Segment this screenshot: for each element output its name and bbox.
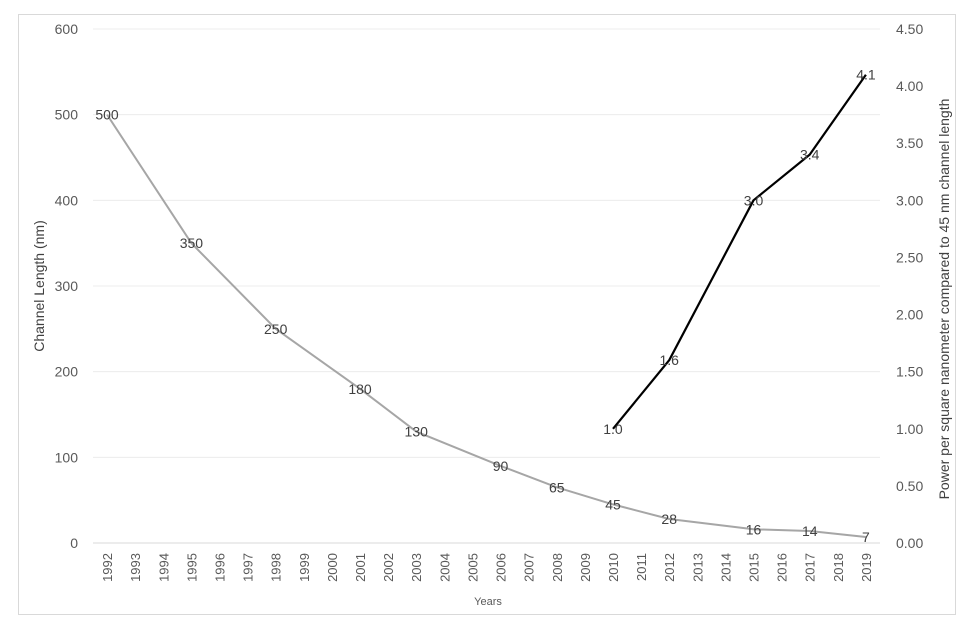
- left-tick-label: 0: [70, 535, 78, 551]
- data-label: 28: [661, 511, 677, 527]
- right-tick-label: 0.50: [896, 478, 923, 494]
- x-tick-label: 1992: [100, 553, 115, 582]
- x-tick-label: 2015: [747, 553, 762, 582]
- data-label: 180: [348, 381, 372, 397]
- right-tick-label: 1.50: [896, 364, 923, 380]
- left-axis-title: Channel Length (nm): [31, 220, 47, 352]
- data-label: 250: [264, 321, 288, 337]
- data-labels: 500 350 250 180 130 90 65 45 28 16 14 7 1.0 1.6 3.0 3.4…: [95, 67, 876, 545]
- right-tick-label: 2.00: [896, 307, 923, 323]
- x-tick-label: 2004: [437, 553, 452, 582]
- data-label: 45: [605, 496, 621, 512]
- data-label: 130: [405, 424, 429, 440]
- data-label: 7: [862, 529, 870, 545]
- x-tick-label: 2005: [465, 553, 480, 582]
- x-tick-label: 2009: [578, 553, 593, 582]
- left-tick-label: 100: [55, 449, 79, 465]
- data-label: 90: [493, 458, 509, 474]
- series-lines: [106, 74, 867, 538]
- left-tick-label: 500: [55, 107, 79, 123]
- x-tick-label: 1993: [128, 553, 143, 582]
- data-label: 14: [802, 523, 818, 539]
- data-label: 500: [95, 107, 119, 123]
- x-tick-label: 1994: [156, 553, 171, 582]
- x-tick-label: 1998: [269, 553, 284, 582]
- data-label: 3.0: [744, 192, 764, 208]
- data-label: 3.4: [800, 147, 820, 163]
- x-tick-label: 2019: [859, 553, 874, 582]
- x-tick-label: 1996: [212, 553, 227, 582]
- chart-frame: [18, 14, 956, 615]
- right-tick-label: 2.50: [896, 249, 923, 265]
- x-axis-ticks: 1992 1993 1994 1995 1996 1997 1998 1999 2000 2001…: [100, 553, 874, 582]
- x-tick-label: 1997: [241, 553, 256, 582]
- x-tick-label: 2003: [409, 553, 424, 582]
- right-tick-label: 4.50: [896, 21, 923, 37]
- x-tick-label: 2016: [775, 553, 790, 582]
- x-tick-label: 2001: [353, 553, 368, 582]
- left-tick-label: 400: [55, 192, 79, 208]
- x-tick-label: 1995: [184, 553, 199, 582]
- left-tick-label: 300: [55, 278, 79, 294]
- x-tick-label: 2012: [662, 553, 677, 582]
- right-tick-label: 3.50: [896, 135, 923, 151]
- gridlines: [93, 28, 880, 544]
- x-tick-label: 2008: [550, 553, 565, 582]
- left-tick-label: 200: [55, 364, 79, 380]
- right-tick-label: 3.00: [896, 192, 923, 208]
- left-tick-label: 600: [55, 21, 79, 37]
- data-label: 4.1: [856, 67, 876, 83]
- series-line-2: [612, 74, 867, 430]
- right-axis-title: Power per square nanometer compared to 4…: [936, 99, 952, 500]
- series-line-1: [106, 114, 867, 538]
- data-label: 16: [746, 521, 762, 537]
- x-tick-label: 2017: [803, 553, 818, 582]
- x-tick-label: 2007: [522, 553, 537, 582]
- data-label: 1.0: [603, 421, 623, 437]
- data-label: 65: [549, 479, 565, 495]
- x-tick-label: 1999: [297, 553, 312, 582]
- right-tick-label: 4.00: [896, 78, 923, 94]
- right-tick-label: 1.00: [896, 421, 923, 437]
- x-tick-label: 2002: [381, 553, 396, 582]
- x-tick-label: 2000: [325, 553, 340, 582]
- data-label: 350: [180, 235, 204, 251]
- data-label: 1.6: [659, 352, 679, 368]
- x-tick-label: 2006: [494, 553, 509, 582]
- x-tick-label: 2014: [718, 553, 733, 582]
- x-tick-label: 2010: [606, 553, 621, 582]
- left-axis-ticks: 0 100 200 300 400 500 600: [55, 21, 79, 551]
- x-tick-label: 2011: [634, 553, 649, 581]
- x-axis-title: Years: [474, 596, 502, 608]
- right-tick-label: 0.00: [896, 535, 923, 551]
- x-tick-label: 2013: [690, 553, 705, 582]
- right-axis-ticks: 0.00 0.50 1.00 1.50 2.00 2.50 3.00 3.50 4.00 4.50: [896, 21, 923, 551]
- x-tick-label: 2018: [831, 553, 846, 582]
